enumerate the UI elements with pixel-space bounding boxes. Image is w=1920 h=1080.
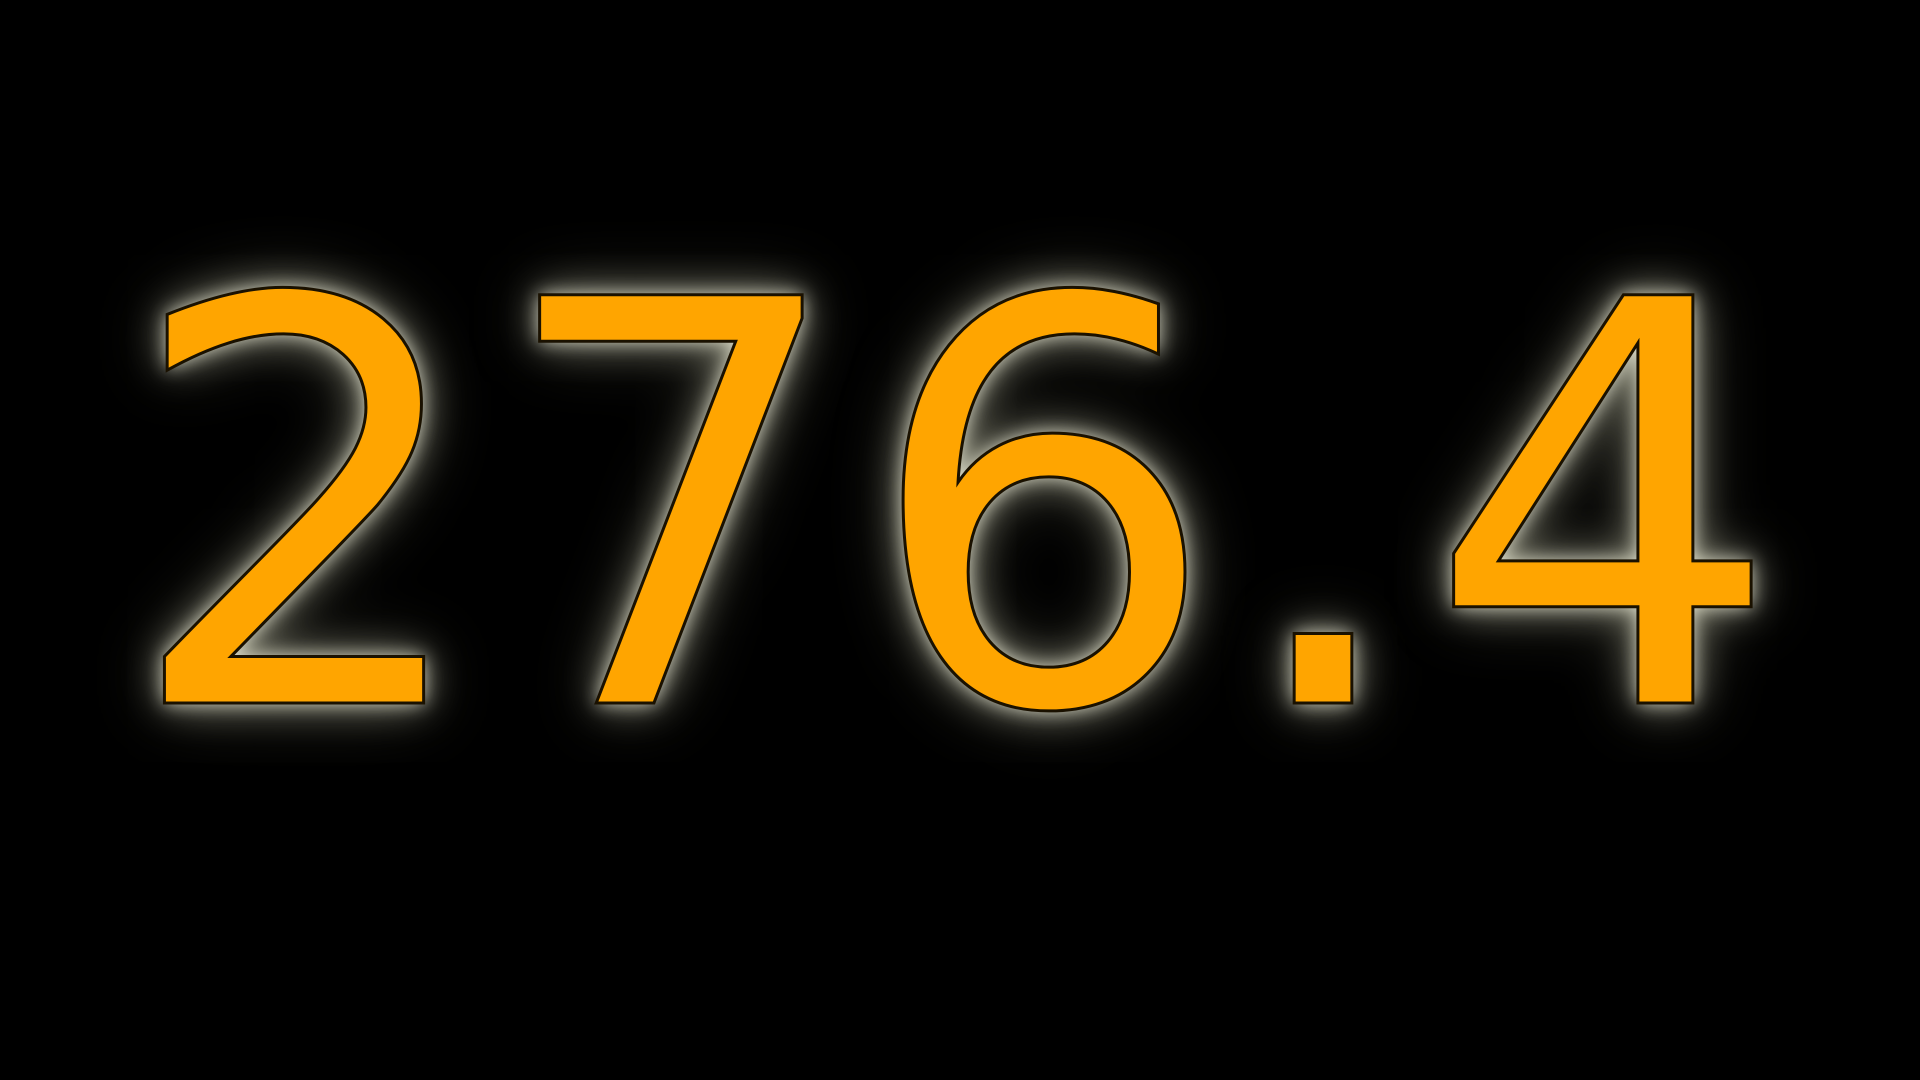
numeric-display-value: 276.4 <box>122 184 1797 836</box>
